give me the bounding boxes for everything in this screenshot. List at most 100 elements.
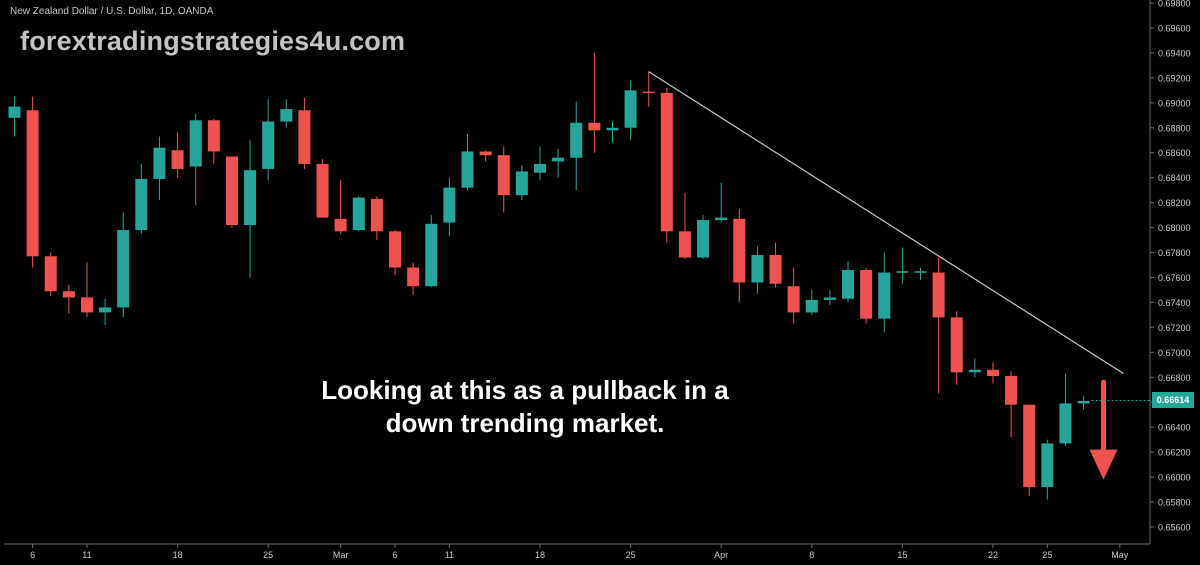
candle-body: [171, 150, 184, 169]
down-arrow-head: [1089, 449, 1118, 480]
candle-body: [1041, 443, 1054, 488]
candle: [1005, 371, 1018, 438]
y-tick-label: 0.67000: [1158, 348, 1191, 358]
x-tick-label: 15: [897, 550, 907, 560]
y-tick-label: 0.65600: [1158, 523, 1191, 533]
candle-body: [515, 171, 528, 196]
candle-body: [316, 163, 329, 218]
candle: [624, 80, 637, 141]
x-tick-label: 18: [535, 550, 545, 560]
candle-body: [896, 271, 909, 273]
x-tick-label: Mar: [333, 550, 349, 560]
candle: [26, 96, 39, 268]
annotation-text: Looking at this as a pullback in a down …: [265, 374, 785, 440]
candle: [660, 87, 673, 243]
candle-body: [878, 272, 891, 319]
candle: [497, 146, 510, 213]
candle-body: [1005, 376, 1018, 405]
candle-body: [425, 223, 438, 287]
candle: [461, 134, 474, 191]
candle: [805, 289, 818, 315]
candle-body: [751, 255, 764, 283]
candle-body: [914, 271, 927, 273]
candle-body: [606, 127, 619, 131]
candle: [99, 298, 112, 325]
x-tick-label: 25: [1042, 550, 1052, 560]
candle-body: [280, 109, 293, 122]
candle-body: [533, 163, 546, 173]
candle: [316, 158, 329, 218]
candle: [787, 267, 800, 324]
symbol-title: New Zealand Dollar / U.S. Dollar, 1D, OA…: [10, 6, 214, 17]
candle-body: [80, 297, 93, 313]
candle-body: [733, 218, 746, 283]
candle-body: [1023, 404, 1036, 488]
x-tick-label: 18: [173, 550, 183, 560]
candle-body: [986, 369, 999, 377]
x-tick-label: 22: [988, 550, 998, 560]
y-tick-label: 0.68200: [1158, 198, 1191, 208]
candle: [135, 163, 148, 234]
candle-body: [244, 170, 257, 226]
candle-body: [968, 369, 981, 373]
candle-body: [552, 157, 565, 162]
candle-body: [697, 220, 710, 258]
y-tick-label: 0.67800: [1158, 248, 1191, 258]
y-tick-label: 0.69600: [1158, 23, 1191, 33]
y-tick-label: 0.68400: [1158, 173, 1191, 183]
candle: [751, 246, 764, 294]
candle: [896, 247, 909, 284]
candle: [479, 150, 492, 162]
candle: [443, 177, 456, 237]
x-tick-label: 6: [393, 550, 398, 560]
annotation-line-2: down trending market.: [385, 408, 665, 438]
candle: [515, 165, 528, 201]
candle: [914, 267, 927, 280]
candle: [244, 140, 257, 278]
candle: [298, 97, 311, 169]
y-tick-label: 0.69400: [1158, 48, 1191, 58]
annotation-line-1: Looking at this as a pullback in a: [321, 375, 729, 405]
candle: [280, 99, 293, 128]
candle: [207, 119, 220, 164]
y-tick-label: 0.68800: [1158, 123, 1191, 133]
candle: [842, 261, 855, 303]
x-tick-label: 25: [263, 550, 273, 560]
candle-body: [189, 120, 202, 167]
candle-body: [787, 286, 800, 313]
candle: [860, 267, 873, 324]
candle: [1023, 404, 1036, 496]
candle-body: [389, 231, 402, 268]
candle-body: [352, 197, 365, 231]
candle: [262, 99, 275, 181]
candle-body: [26, 110, 39, 257]
candle: [606, 121, 619, 143]
y-tick-label: 0.69200: [1158, 73, 1191, 83]
candle-body: [461, 151, 474, 188]
candle-body: [370, 198, 383, 232]
candle: [189, 114, 202, 206]
candle-body: [479, 151, 492, 156]
candle-body: [642, 91, 655, 94]
y-tick-label: 0.67400: [1158, 298, 1191, 308]
candle-body: [715, 217, 728, 221]
axes: 0.65600 0.65800 0.66000 0.66200 0.66400 0.666…: [4, 0, 1191, 560]
candles: [8, 52, 1090, 500]
candle: [823, 289, 836, 305]
candle-body: [932, 272, 945, 318]
candle-body: [334, 218, 347, 232]
y-tick-label: 0.66000: [1158, 473, 1191, 483]
watermark: forextradingstrategies4u.com: [20, 26, 406, 56]
candle-body: [1077, 400, 1090, 404]
candle: [389, 230, 402, 275]
candle-body: [497, 155, 510, 196]
candle: [153, 136, 166, 201]
candle-body: [842, 269, 855, 299]
candle: [1077, 396, 1090, 410]
candle: [733, 208, 746, 303]
y-tick-label: 0.68600: [1158, 148, 1191, 158]
candle-body: [407, 267, 420, 287]
candle: [225, 156, 238, 228]
candle: [968, 358, 981, 378]
